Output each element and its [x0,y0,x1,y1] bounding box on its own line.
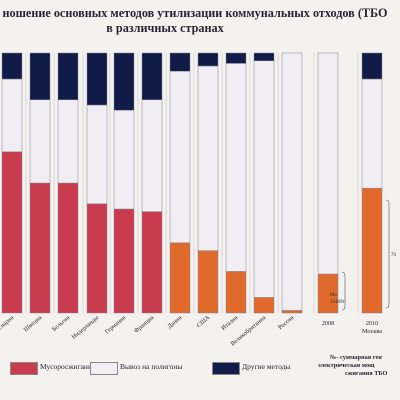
bar-segment [253,60,275,298]
x-tick-label: Бельгия [51,314,72,333]
x-tick-label: Москва [362,328,382,335]
annotation-text: 15489т [330,300,346,305]
bar-segment [1,52,23,80]
x-tick-label: Швеция [22,314,43,333]
bar-segment [197,250,219,314]
bar-segment [169,70,191,244]
note-line1: №- суммарная ген [330,354,382,361]
bar-segment [169,242,191,314]
annotation-bracket [341,271,346,311]
bar-segment [1,151,23,314]
note-line3: сжигания ТБО [345,370,388,377]
bar-segment [86,203,108,314]
bar-segment [141,211,163,314]
bar-segment [197,65,219,251]
x-tick-label: Германия [104,314,128,335]
legend-label-landfill: Вывоз на полигоны [120,362,183,371]
x-tick-label: Нидерланды [70,314,101,341]
x-tick-label: 2008 [322,320,334,327]
bar-segment [169,52,191,72]
bar-segment [113,109,135,210]
x-tick-label: Италия [220,314,239,332]
annotation-bracket [385,199,390,309]
chart-title: ношение основных методов утилизации комм… [0,6,400,36]
bar-segment [361,78,383,189]
annotation-text: Мо [330,293,337,298]
bar-segment [57,99,79,184]
stacked-bar-chart: ...нарня Швеция Бельгия Нидерланды Германия Ф… [0,52,397,348]
bar-segment [361,187,383,314]
bar-segment [225,63,247,272]
x-tick-label: Франция [133,314,156,335]
annotation-text: 70 [391,253,397,258]
bar-segment [86,52,108,106]
bar-segment [57,52,79,101]
bar-segment [29,99,51,184]
bar-segment [197,52,219,67]
legend-swatch-incineration [10,362,38,375]
bar-segment [1,78,23,153]
bar-segment [113,208,135,314]
bar-segment [253,297,275,314]
x-tick-label: США [195,314,211,329]
bar-segment [29,52,51,101]
x-tick-label: 2010 [366,320,378,327]
chart-title-line1: ношение основных методов утилизации комм… [2,6,388,20]
x-tick-label: Россия [277,314,296,331]
x-tick-label: Дания [166,314,183,330]
bar-segment [361,52,383,80]
legend-label-other: Другие методы [242,362,291,371]
chart-title-line2: в различных странах [106,21,224,35]
bar-segment [317,52,339,275]
legend-swatch-other [212,362,240,375]
legend: Мусоросжигание Вывоз на полигоны Другие … [0,350,400,400]
bar-segment [225,52,247,64]
bar-segment [253,52,275,62]
x-tick-label: ...нарня [0,314,15,332]
bar-segment [141,52,163,101]
legend-swatch-landfill [90,362,118,375]
bar-segment [29,182,51,314]
bar-segment [113,52,135,111]
bar-segment [281,52,303,311]
bar-segment [281,310,303,314]
bar-segment [57,182,79,314]
bar-segment [141,99,163,212]
legend-label-incineration: Мусоросжигание [40,362,96,371]
bar-segment [225,271,247,314]
bar-segment [86,104,108,205]
note-line2: электрическая мощ [318,362,375,369]
